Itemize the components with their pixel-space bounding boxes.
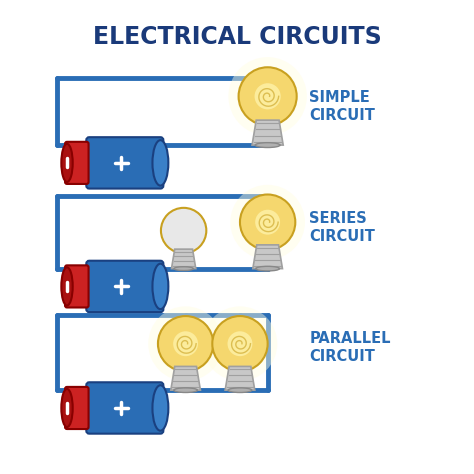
Ellipse shape xyxy=(61,267,73,306)
FancyBboxPatch shape xyxy=(86,137,164,189)
Circle shape xyxy=(173,331,198,356)
Polygon shape xyxy=(253,245,283,269)
Circle shape xyxy=(202,306,277,381)
FancyBboxPatch shape xyxy=(86,261,164,312)
Text: SIMPLE
CIRCUIT: SIMPLE CIRCUIT xyxy=(309,90,375,123)
Circle shape xyxy=(255,83,281,109)
Ellipse shape xyxy=(153,264,168,309)
Ellipse shape xyxy=(153,385,168,431)
FancyBboxPatch shape xyxy=(65,142,89,184)
Text: SERIES
CIRCUIT: SERIES CIRCUIT xyxy=(309,211,375,245)
Ellipse shape xyxy=(228,388,252,392)
Ellipse shape xyxy=(256,266,280,271)
Circle shape xyxy=(228,57,307,136)
Polygon shape xyxy=(171,366,201,390)
Ellipse shape xyxy=(174,267,193,271)
Circle shape xyxy=(228,331,253,356)
Circle shape xyxy=(161,208,206,253)
Circle shape xyxy=(212,316,268,372)
Polygon shape xyxy=(172,249,196,269)
Polygon shape xyxy=(225,366,255,390)
Ellipse shape xyxy=(61,389,73,427)
Circle shape xyxy=(238,67,297,126)
Ellipse shape xyxy=(153,140,168,186)
FancyBboxPatch shape xyxy=(65,387,89,429)
Polygon shape xyxy=(252,120,283,145)
Circle shape xyxy=(158,316,213,372)
Circle shape xyxy=(240,194,295,250)
Ellipse shape xyxy=(174,388,198,392)
Circle shape xyxy=(255,210,280,235)
Circle shape xyxy=(230,185,305,260)
FancyBboxPatch shape xyxy=(86,382,164,434)
Text: ELECTRICAL CIRCUITS: ELECTRICAL CIRCUITS xyxy=(92,25,382,48)
Ellipse shape xyxy=(255,143,280,147)
Circle shape xyxy=(148,306,223,381)
Ellipse shape xyxy=(61,144,73,182)
FancyBboxPatch shape xyxy=(65,265,89,308)
Text: PARALLEL
CIRCUIT: PARALLEL CIRCUIT xyxy=(309,331,391,365)
